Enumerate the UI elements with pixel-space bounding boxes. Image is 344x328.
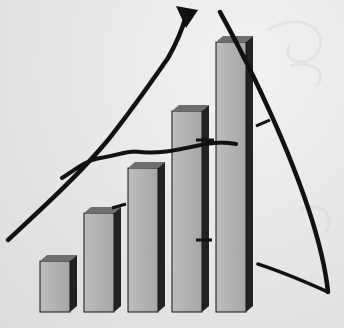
growth-arrow-line bbox=[5, 13, 189, 243]
bar-5-front bbox=[215, 41, 247, 313]
bar-4 bbox=[171, 105, 209, 313]
bar-2-top bbox=[84, 207, 121, 213]
bar-3-front bbox=[127, 167, 159, 313]
bar-4-top bbox=[172, 105, 209, 111]
bar-5 bbox=[215, 36, 253, 313]
bar-5-side bbox=[246, 36, 253, 312]
bar-2 bbox=[83, 207, 121, 313]
bar-3-side bbox=[158, 162, 165, 312]
bar-4-side bbox=[202, 105, 209, 312]
right-curve-line bbox=[217, 9, 331, 295]
bar-3-top bbox=[128, 162, 165, 168]
bar-1-side bbox=[70, 255, 77, 312]
bar-3 bbox=[127, 162, 165, 313]
bar-1-front bbox=[39, 260, 71, 313]
bar-2-front bbox=[83, 212, 115, 313]
bar-1-top bbox=[40, 255, 77, 261]
ghost-lettering bbox=[267, 20, 331, 233]
bar-2-side bbox=[114, 207, 121, 312]
bar-tick-marks bbox=[111, 118, 271, 242]
bar-1 bbox=[39, 255, 77, 313]
bar-group bbox=[39, 36, 253, 313]
growth-arrow-icon bbox=[176, 6, 198, 28]
baseline-curve-line bbox=[256, 262, 330, 294]
